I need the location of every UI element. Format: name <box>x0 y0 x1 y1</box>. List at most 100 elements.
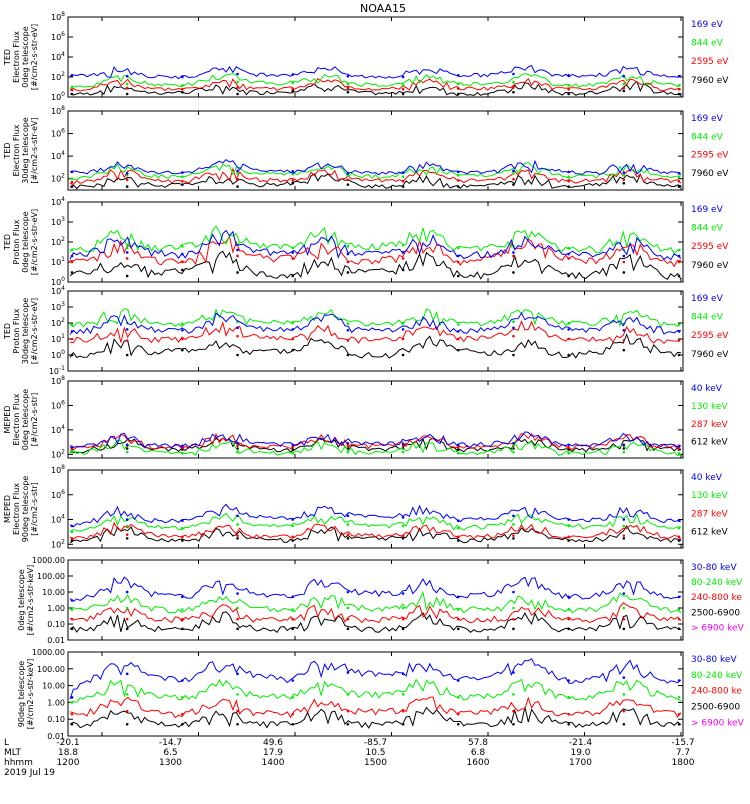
series-line <box>69 77 682 92</box>
y-axis-label: [#/cm2-s-str-eV] <box>30 117 39 183</box>
data-point <box>456 535 460 539</box>
data-point <box>401 243 405 247</box>
y-tick-label: 1.00 <box>47 604 65 613</box>
data-point <box>512 617 515 621</box>
data-point <box>401 87 405 91</box>
data-point <box>346 86 350 90</box>
y-axis-label: Proton Flux <box>12 219 21 264</box>
y-tick-exponent: 4 <box>61 285 65 292</box>
data-point <box>512 693 515 696</box>
legend-entry: 169 eV <box>691 294 724 304</box>
data-point <box>512 606 515 610</box>
data-point <box>291 524 295 528</box>
data-point <box>346 441 350 445</box>
data-point <box>291 445 295 449</box>
data-point <box>70 177 74 181</box>
footer-value: 1600 <box>467 758 490 768</box>
series-green <box>69 225 682 255</box>
y-tick-exponent: 2 <box>61 236 65 243</box>
data-point <box>291 722 295 726</box>
data-point <box>401 185 405 188</box>
legend-entry: 240-800 ke <box>691 687 742 697</box>
data-point <box>181 539 184 542</box>
series-blue <box>69 431 682 449</box>
data-point <box>236 617 239 621</box>
data-point <box>236 72 239 76</box>
data-point <box>622 676 626 679</box>
y-tick-label: 104 <box>51 514 65 525</box>
data-point <box>456 323 460 326</box>
data-point <box>677 519 681 523</box>
data-point <box>401 534 405 537</box>
data-point <box>181 608 184 611</box>
data-point <box>70 260 74 264</box>
data-point <box>291 608 295 611</box>
data-point <box>401 442 405 446</box>
y-tick-label: 10.00 <box>42 682 65 691</box>
y-tick-exponent: -1 <box>59 365 65 372</box>
panel-frame <box>67 290 684 372</box>
footer-value: -15.7 <box>671 738 694 748</box>
data-point <box>291 712 295 716</box>
legend-entry: 844 eV <box>691 224 724 234</box>
data-point <box>125 82 129 86</box>
data-point <box>456 246 460 250</box>
y-tick-label: 108 <box>51 105 65 116</box>
y-tick-label: 104 <box>51 196 65 207</box>
y-tick-exponent: 2 <box>61 71 65 78</box>
data-point <box>346 260 350 264</box>
legend-entry: 169 eV <box>691 114 724 124</box>
series-blue <box>69 576 682 602</box>
data-point <box>236 254 239 258</box>
data-point <box>677 444 681 448</box>
series-green <box>69 73 682 90</box>
legend-entry: 7960 eV <box>691 261 729 271</box>
data-point <box>512 722 515 726</box>
series-line <box>69 80 682 97</box>
data-point <box>456 337 460 341</box>
data-point <box>677 535 681 539</box>
data-point <box>512 72 515 76</box>
data-point <box>236 592 239 595</box>
data-point <box>677 323 681 326</box>
data-point <box>456 443 460 447</box>
y-tick-label: 101 <box>51 333 65 344</box>
data-point <box>677 339 681 342</box>
y-axis-label: TED <box>3 49 12 66</box>
data-point <box>677 185 681 188</box>
legend-entry: 2595 eV <box>691 151 729 161</box>
data-point <box>125 353 129 357</box>
y-axis-label: [#/cm2-s-str-eV] <box>30 209 39 275</box>
series-line <box>69 431 682 449</box>
data-point <box>181 722 184 726</box>
data-point <box>567 73 570 77</box>
y-tick-label: 106 <box>51 31 65 42</box>
data-point <box>236 523 239 526</box>
data-point <box>236 353 239 357</box>
data-point <box>677 92 681 96</box>
data-point <box>456 539 460 542</box>
data-point <box>125 450 129 454</box>
y-axis-label: TED <box>3 323 12 340</box>
data-point <box>70 323 74 326</box>
data-point <box>622 443 626 447</box>
data-point <box>346 252 350 256</box>
data-point <box>346 245 350 248</box>
legend-entry: 80-240 keV <box>691 671 743 681</box>
data-point <box>70 248 74 252</box>
data-point <box>291 518 295 521</box>
y-tick-label: 1000.00 <box>32 648 65 657</box>
data-point <box>677 679 681 682</box>
y-tick-exponent: 2 <box>61 538 65 545</box>
data-point <box>346 533 350 536</box>
data-point <box>567 170 570 174</box>
legend-entry: 40 keV <box>691 473 723 483</box>
data-point <box>622 82 626 86</box>
data-point <box>70 170 74 174</box>
data-point <box>70 337 74 341</box>
y-tick-exponent: 4 <box>61 424 65 431</box>
footer-value: 1700 <box>569 758 592 768</box>
data-point <box>236 248 239 252</box>
data-point <box>456 274 460 278</box>
data-point <box>236 185 239 188</box>
